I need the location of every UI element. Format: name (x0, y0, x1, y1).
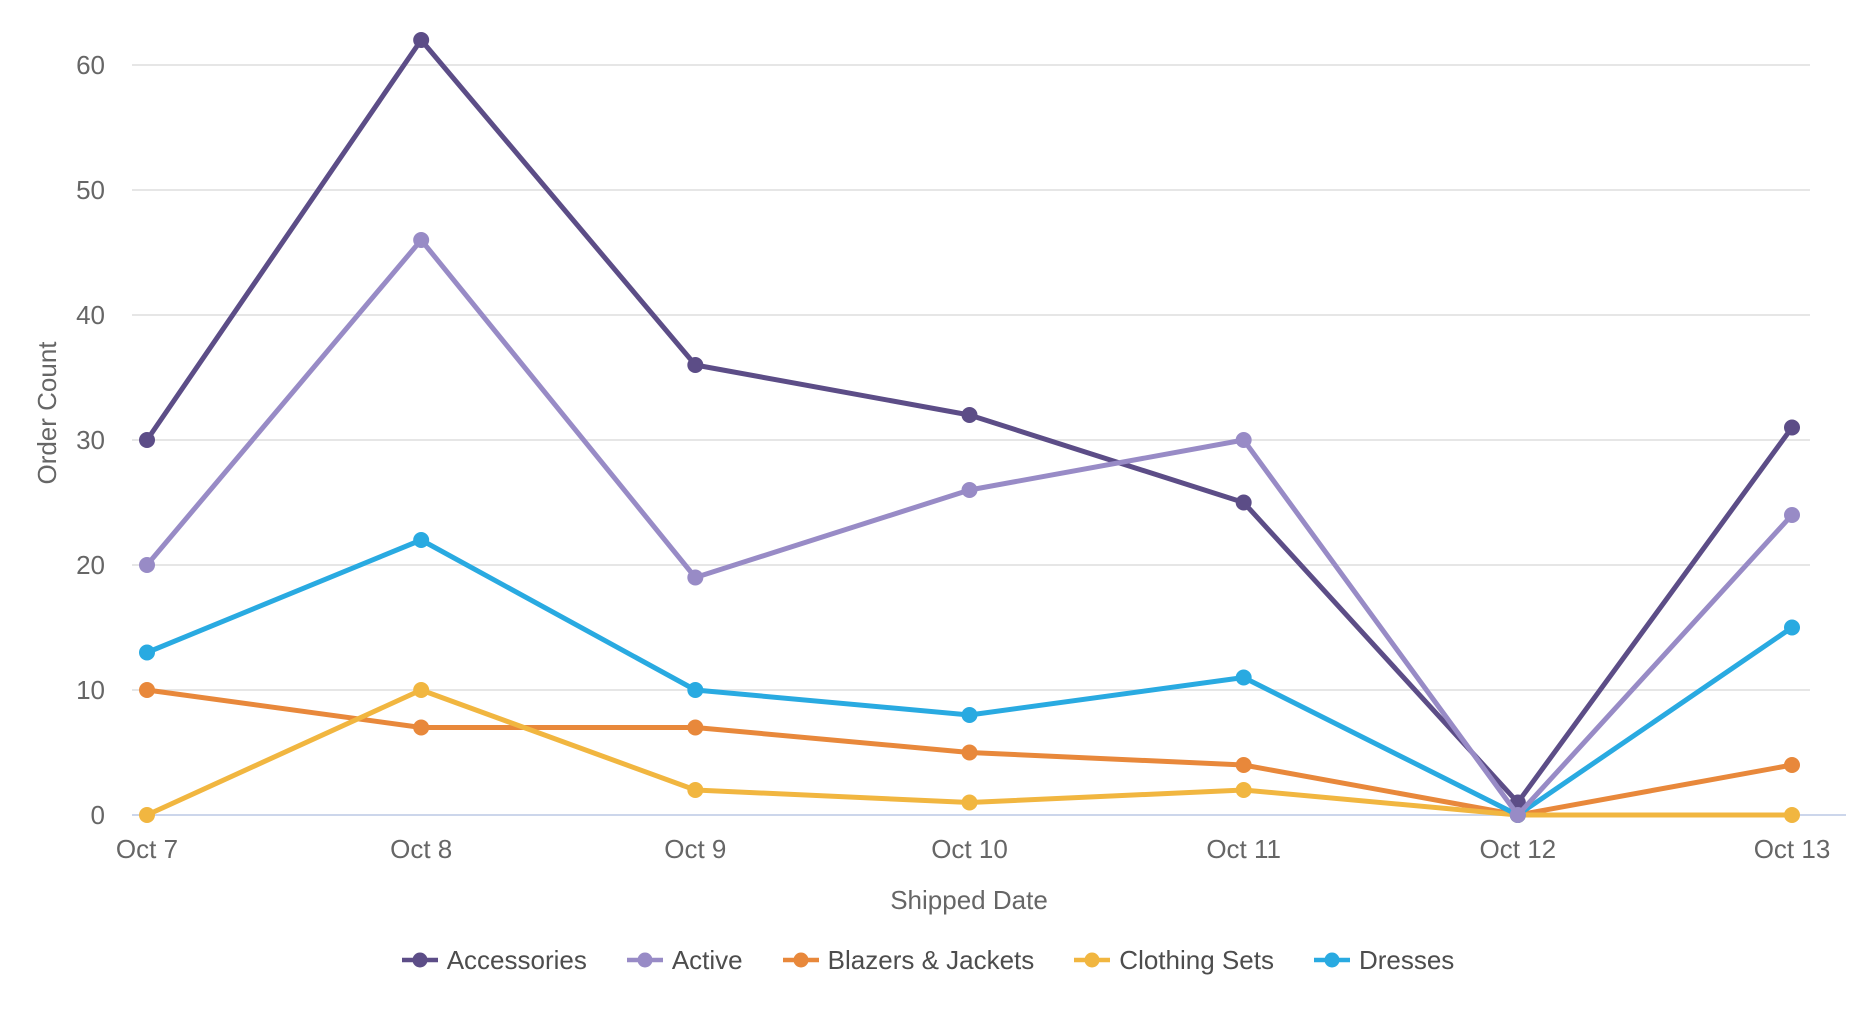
data-point-clothing-sets-oct-10[interactable] (961, 794, 978, 811)
legend-marker-icon (1313, 949, 1350, 971)
data-point-dresses-oct-8[interactable] (413, 532, 430, 548)
data-point-clothing-sets-oct-9[interactable] (687, 782, 704, 798)
legend-item-label: Clothing Sets (1119, 944, 1274, 975)
data-point-accessories-oct-8[interactable] (413, 32, 430, 48)
y-axis-title: Order Count (32, 341, 62, 485)
data-point-blazers-jackets-oct-11[interactable] (1235, 757, 1252, 773)
legend-item-label: Blazers & Jackets (827, 944, 1035, 975)
legend-marker-icon (782, 949, 819, 971)
y-tick-label: 30 (76, 425, 105, 455)
data-point-active-oct-9[interactable] (687, 569, 704, 586)
data-point-dresses-oct-9[interactable] (687, 682, 704, 698)
x-tick-label-oct-10: Oct 10 (931, 834, 1008, 864)
data-point-active-oct-12[interactable] (1509, 807, 1526, 823)
legend-item-label: Dresses (1358, 944, 1455, 975)
data-point-active-oct-7[interactable] (139, 557, 155, 573)
x-tick-label-oct-13: Oct 13 (1754, 834, 1831, 864)
data-point-active-oct-13[interactable] (1784, 507, 1800, 523)
series-line-dresses (144, 537, 1795, 818)
chart-canvas: 0 10 20 30 40 50 60 Oct 7 Oct 8 Oct 9 Oct 10 Oct 1… (32, 32, 1846, 915)
data-point-dresses-oct-7[interactable] (139, 644, 155, 661)
y-tick-label: 20 (76, 550, 105, 580)
data-point-clothing-sets-oct-11[interactable] (1235, 782, 1252, 798)
x-tick-label-oct-8: Oct 8 (390, 834, 452, 864)
legend-item-clothing-sets[interactable]: Clothing Sets (1074, 945, 1274, 976)
data-point-clothing-sets-oct-7[interactable] (139, 807, 155, 823)
legend-marker-icon (626, 949, 663, 971)
data-point-accessories-oct-7[interactable] (139, 432, 155, 448)
data-point-active-oct-8[interactable] (413, 232, 430, 248)
legend-marker-icon (1074, 949, 1111, 971)
data-point-clothing-sets-oct-8[interactable] (413, 682, 430, 698)
y-tick-label: 60 (76, 50, 105, 80)
series-layer (139, 32, 1800, 823)
data-point-active-oct-10[interactable] (961, 482, 978, 498)
data-point-blazers-jackets-oct-9[interactable] (687, 719, 704, 736)
data-point-dresses-oct-10[interactable] (961, 707, 978, 723)
x-axis-labels: Oct 7 Oct 8 Oct 9 Oct 10 Oct 11 Oct 12 Oct 13 (116, 834, 1830, 864)
data-point-accessories-oct-10[interactable] (961, 407, 978, 423)
x-axis-title: Shipped Date (890, 885, 1048, 915)
data-point-accessories-oct-11[interactable] (1235, 494, 1252, 511)
data-point-accessories-oct-13[interactable] (1784, 419, 1800, 436)
x-tick-label-oct-12: Oct 12 (1480, 834, 1557, 864)
x-tick-label-oct-9: Oct 9 (664, 834, 726, 864)
y-tick-label: 10 (76, 675, 105, 705)
y-tick-label: 40 (76, 300, 105, 330)
legend-item-dresses[interactable]: Dresses (1313, 944, 1455, 976)
data-point-blazers-jackets-oct-10[interactable] (961, 744, 978, 761)
series-line-active (144, 237, 1795, 818)
legend-item-label: Active (671, 944, 743, 975)
data-point-blazers-jackets-oct-7[interactable] (139, 682, 155, 698)
series-active (139, 232, 1800, 823)
legend-item-blazers-jackets[interactable]: Blazers & Jackets (782, 944, 1035, 976)
legend-marker-icon (401, 949, 438, 971)
data-point-dresses-oct-11[interactable] (1235, 669, 1252, 686)
data-point-blazers-jackets-oct-8[interactable] (413, 719, 430, 736)
legend-item-active[interactable]: Active (626, 944, 743, 976)
series-accessories (139, 32, 1800, 811)
x-tick-label-oct-7: Oct 7 (116, 834, 178, 864)
legend-item-accessories[interactable]: Accessories (401, 944, 587, 976)
y-tick-label: 50 (76, 175, 105, 205)
data-point-clothing-sets-oct-13[interactable] (1784, 807, 1800, 823)
grid-layer: 0 10 20 30 40 50 60 (76, 50, 1846, 830)
legend: Accessories Active Blazers & Jackets Clothi… (0, 928, 1856, 992)
data-point-blazers-jackets-oct-13[interactable] (1784, 757, 1800, 773)
data-point-active-oct-11[interactable] (1235, 432, 1252, 448)
y-tick-label: 0 (91, 800, 105, 830)
x-tick-label-oct-11: Oct 11 (1206, 834, 1281, 864)
legend-item-label: Accessories (446, 944, 587, 975)
data-point-dresses-oct-13[interactable] (1784, 619, 1800, 636)
data-point-accessories-oct-9[interactable] (687, 357, 704, 373)
